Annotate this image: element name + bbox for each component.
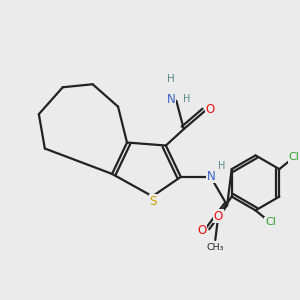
Text: CH₃: CH₃ xyxy=(206,243,224,252)
Text: O: O xyxy=(214,209,223,223)
Text: O: O xyxy=(206,103,215,116)
Text: Cl: Cl xyxy=(289,152,300,162)
Text: N: N xyxy=(207,169,216,182)
Text: H: H xyxy=(218,160,226,170)
Text: H: H xyxy=(167,74,175,84)
Text: N: N xyxy=(167,93,175,106)
Text: S: S xyxy=(149,195,157,208)
Text: H: H xyxy=(183,94,190,104)
Text: Cl: Cl xyxy=(265,217,276,227)
Text: O: O xyxy=(197,224,206,237)
